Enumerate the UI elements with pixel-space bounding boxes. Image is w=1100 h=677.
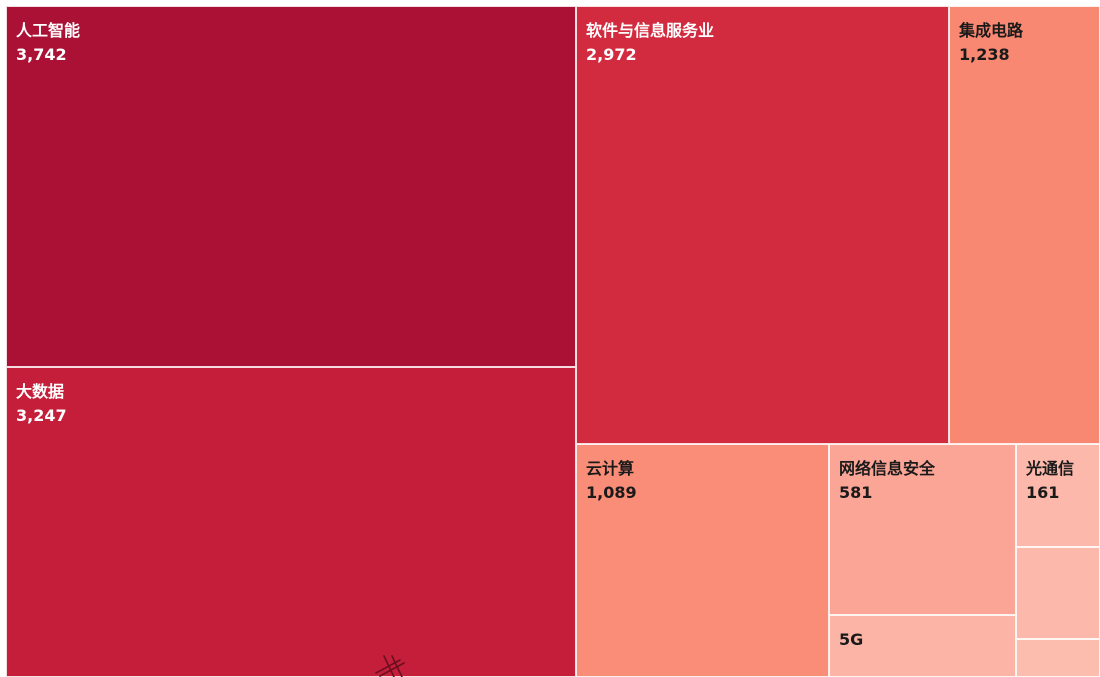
tile-software-services-value: 2,972 [586,45,637,64]
tile-network-security-value: 581 [839,483,873,502]
tile-optical-communication-value: 161 [1026,483,1060,502]
tile-ai-name: 人工智能 [16,21,81,40]
tile-5g[interactable]: 5G [829,615,1016,677]
tile-network-security[interactable]: 网络信息安全 581 [829,444,1016,615]
tile-optical-communication[interactable]: 光通信 161 [1016,444,1100,547]
tile-unlabeled-1[interactable] [1016,547,1100,639]
tile-big-data-value: 3,247 [16,406,67,425]
tile-software-services[interactable]: 软件与信息服务业 2,972 [576,6,949,444]
tile-unlabeled-2[interactable] [1016,639,1100,677]
tile-ai-value: 3,742 [16,45,67,64]
tile-5g-name: 5G [839,630,864,649]
tile-cloud-computing-name: 云计算 [586,459,635,478]
tile-optical-communication-name: 光通信 [1026,459,1075,478]
treemap-chart: 人工智能 3,742 大数据 3,247 软件与信息服务业 2,972 集成电路 1,2… [6,6,1100,677]
tile-cloud-computing-value: 1,089 [586,483,637,502]
tile-integrated-circuit-value: 1,238 [959,45,1010,64]
tile-big-data-name: 大数据 [16,382,65,401]
tile-software-services-name: 软件与信息服务业 [586,21,715,40]
tile-integrated-circuit-name: 集成电路 [959,21,1024,40]
tile-big-data[interactable]: 大数据 3,247 [6,367,576,677]
tile-cloud-computing[interactable]: 云计算 1,089 [576,444,829,677]
scribble-mark [375,655,405,677]
tile-integrated-circuit[interactable]: 集成电路 1,238 [949,6,1100,444]
tile-network-security-name: 网络信息安全 [839,459,936,478]
tile-ai[interactable]: 人工智能 3,742 [6,6,576,367]
